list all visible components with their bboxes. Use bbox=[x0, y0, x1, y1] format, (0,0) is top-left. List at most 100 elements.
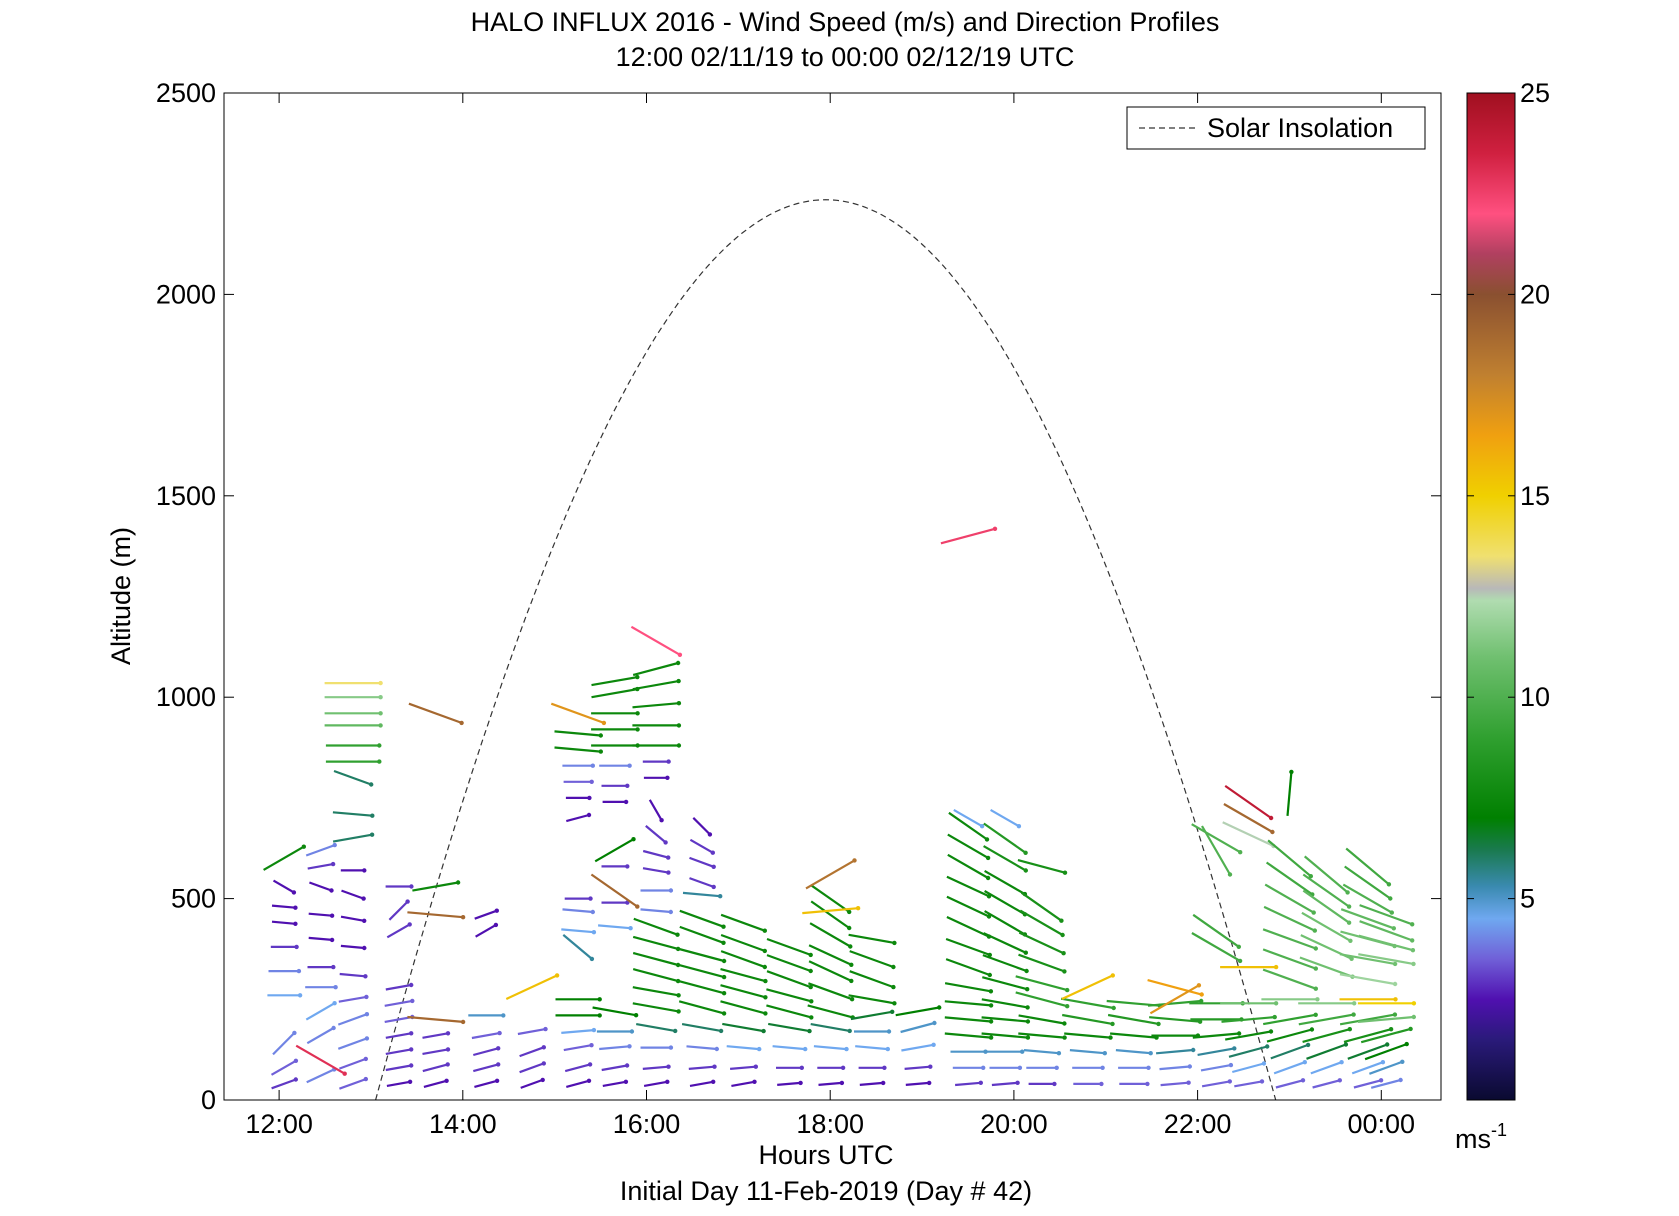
wind-arrow bbox=[901, 1043, 934, 1052]
wind-arrow-head bbox=[330, 861, 336, 867]
wind-arrow bbox=[1264, 883, 1315, 914]
wind-arrow bbox=[423, 1079, 447, 1088]
wind-arrow-head bbox=[676, 723, 682, 728]
wind-arrow-head bbox=[987, 972, 992, 978]
wind-arrow-head bbox=[589, 956, 595, 962]
wind-arrow-head bbox=[799, 1065, 804, 1071]
wind-arrow-head bbox=[892, 1001, 897, 1006]
wind-arrow bbox=[905, 1081, 930, 1086]
wind-arrow bbox=[632, 935, 679, 950]
wind-arrow bbox=[1149, 984, 1200, 1015]
wind-arrow bbox=[1221, 1016, 1275, 1023]
wind-arrow-head bbox=[1410, 948, 1416, 953]
y-tick-label: 1000 bbox=[156, 682, 216, 712]
wind-arrow-head bbox=[1411, 961, 1416, 967]
wind-arrow-head bbox=[459, 720, 464, 726]
wind-arrow bbox=[475, 923, 497, 938]
wind-arrow bbox=[1345, 847, 1390, 886]
wind-arrow-head bbox=[1236, 1031, 1242, 1036]
wind-arrow bbox=[944, 1016, 992, 1023]
wind-arrow-head bbox=[718, 894, 723, 899]
wind-arrow-head bbox=[707, 832, 713, 837]
wind-arrow bbox=[766, 937, 812, 956]
wind-arrow-head bbox=[364, 1036, 370, 1041]
wind-arrow-head bbox=[293, 921, 298, 926]
wind-arrow bbox=[1018, 1032, 1065, 1039]
wind-arrow-head bbox=[932, 1020, 937, 1026]
wind-arrow bbox=[471, 1032, 500, 1040]
wind-arrow bbox=[1192, 1032, 1240, 1039]
wind-arrow-head bbox=[1110, 973, 1116, 978]
wind-arrow bbox=[807, 1004, 853, 1019]
wind-arrow bbox=[385, 983, 412, 991]
wind-arrow bbox=[848, 933, 895, 944]
wind-arrow bbox=[305, 1002, 336, 1021]
wind-arrow-head bbox=[601, 720, 607, 726]
wind-arrow bbox=[766, 970, 812, 989]
wind-arrow-head bbox=[807, 1028, 812, 1034]
wind-arrow bbox=[1015, 975, 1068, 992]
wind-arrow bbox=[991, 1081, 1018, 1087]
wind-arrow bbox=[1359, 904, 1413, 926]
wind-arrow bbox=[594, 838, 635, 863]
wind-arrow bbox=[1159, 1065, 1190, 1071]
wind-arrow-head bbox=[1232, 1046, 1237, 1051]
wind-arrow bbox=[766, 954, 812, 973]
wind-arrow-head bbox=[808, 984, 813, 990]
chart-footer: Initial Day 11-Feb-2019 (Day # 42) bbox=[620, 1176, 1032, 1206]
wind-arrow-head bbox=[676, 678, 681, 684]
wind-arrow-head bbox=[721, 974, 727, 980]
wind-arrow bbox=[505, 974, 558, 1000]
wind-arrow bbox=[590, 873, 638, 908]
wind-arrow bbox=[474, 909, 498, 920]
wind-arrow bbox=[1303, 855, 1349, 894]
wind-arrow bbox=[1110, 1032, 1157, 1039]
wind-arrow bbox=[263, 845, 305, 871]
wind-arrow-head bbox=[666, 870, 671, 875]
wind-arrow-head bbox=[1392, 961, 1398, 967]
wind-arrow bbox=[1273, 1061, 1306, 1075]
wind-arrow-head bbox=[855, 906, 861, 911]
wind-arrow bbox=[1015, 991, 1068, 1008]
wind-arrow-head bbox=[761, 1028, 766, 1034]
wind-arrow-head bbox=[1024, 968, 1029, 974]
y-tick-label: 1500 bbox=[156, 481, 216, 511]
wind-arrow-head bbox=[937, 1005, 942, 1010]
wind-arrow bbox=[948, 811, 988, 841]
wind-arrow-head bbox=[598, 749, 603, 754]
wind-arrow bbox=[818, 1081, 842, 1086]
wind-arrow-head bbox=[676, 993, 681, 998]
wind-arrow-head bbox=[1305, 1042, 1311, 1048]
wind-arrow bbox=[407, 911, 464, 919]
wind-arrow bbox=[678, 947, 725, 963]
wind-arrow-head bbox=[1343, 1042, 1349, 1047]
wind-arrow-head bbox=[1308, 874, 1314, 879]
wind-arrow bbox=[940, 527, 996, 545]
wind-arrow-head bbox=[665, 775, 670, 780]
wind-arrow bbox=[636, 1023, 676, 1032]
wind-arrow bbox=[386, 1080, 411, 1087]
wind-arrow-head bbox=[763, 995, 768, 1000]
wind-arrow bbox=[520, 1078, 544, 1089]
wind-arrow bbox=[306, 1068, 335, 1084]
wind-arrow-head bbox=[378, 711, 383, 716]
wind-arrow-head bbox=[407, 1079, 413, 1085]
wind-arrow-head bbox=[627, 763, 632, 768]
y-tick-label: 0 bbox=[201, 1085, 216, 1115]
wind-arrow bbox=[598, 924, 631, 930]
wind-arrow-head bbox=[1056, 1051, 1062, 1056]
wind-arrow bbox=[341, 889, 364, 900]
wind-arrow bbox=[309, 881, 332, 892]
wind-arrow-head bbox=[333, 985, 338, 990]
wind-arrow-head bbox=[1108, 1035, 1113, 1040]
wind-arrow-head bbox=[331, 964, 336, 970]
wind-arrow bbox=[720, 913, 766, 932]
wind-arrow bbox=[1107, 1013, 1159, 1025]
wind-arrow bbox=[802, 907, 859, 915]
wind-arrow-head bbox=[931, 1042, 936, 1048]
wind-arrow-head bbox=[675, 660, 681, 666]
wind-arrow-head bbox=[712, 1064, 717, 1069]
wind-arrow-head bbox=[631, 837, 636, 842]
wind-arrow-head bbox=[363, 974, 368, 979]
wind-arrow bbox=[308, 936, 333, 941]
